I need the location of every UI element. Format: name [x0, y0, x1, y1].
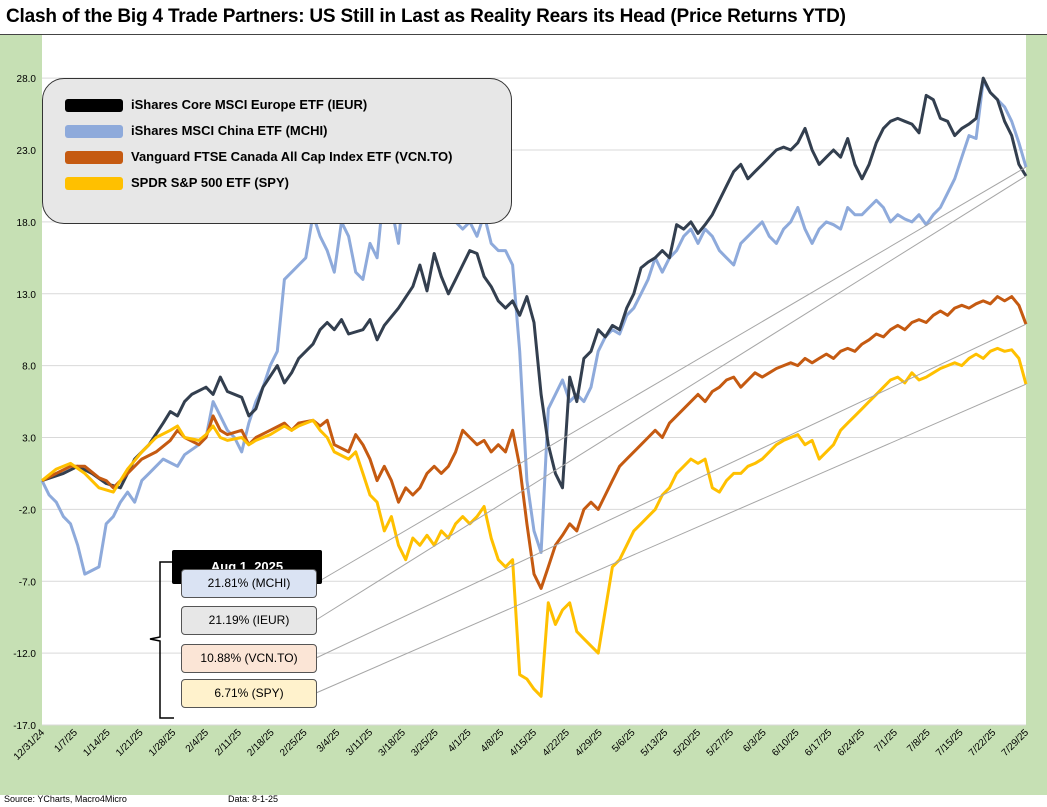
chart-frame: 28.0 23.0 18.0 13.0 8.0 3.0 -2.0 -7.0 -12.0 -17.0… — [0, 35, 1047, 795]
legend-label: SPDR S&P 500 ETF (SPY) — [131, 175, 289, 190]
x-tick-label: 6/17/25 — [803, 727, 835, 759]
x-tick-label: 4/22/25 — [541, 727, 573, 759]
callout-bracket — [149, 561, 174, 719]
callout-value-box: 10.88% (VCN.TO) — [181, 644, 317, 673]
y-tick-label: -12.0 — [13, 649, 36, 660]
x-tick-label: 1/28/25 — [147, 727, 179, 759]
x-tick-label: 12/31/24 — [12, 727, 48, 763]
x-tick-label: 5/6/25 — [610, 727, 638, 755]
x-tick-label: 3/4/25 — [315, 727, 343, 755]
data-date-note: Data: 8-1-25 — [228, 794, 279, 804]
legend-swatch — [65, 99, 123, 112]
callout-leader-line — [315, 323, 1027, 659]
x-tick-label: 4/8/25 — [479, 727, 507, 755]
x-tick-label: 7/1/25 — [872, 727, 900, 755]
legend-swatch — [65, 125, 123, 138]
callout-leader-line — [315, 175, 1027, 621]
x-tick-label: 2/11/25 — [213, 727, 244, 758]
x-tick-label: 1/14/25 — [81, 727, 113, 759]
x-tick-label: 1/21/25 — [114, 727, 146, 759]
x-tick-label: 6/24/25 — [836, 727, 868, 759]
y-tick-label: 23.0 — [17, 146, 37, 157]
x-tick-label: 5/27/25 — [705, 727, 737, 759]
x-tick-label: 4/29/25 — [573, 727, 605, 759]
y-tick-label: -7.0 — [19, 577, 37, 588]
x-tick-label: 7/15/25 — [934, 727, 966, 759]
chart-title: Clash of the Big 4 Trade Partners: US St… — [6, 6, 846, 27]
x-tick-label: 3/18/25 — [377, 727, 409, 759]
legend: iShares Core MSCI Europe ETF (IEUR) iShar… — [42, 78, 512, 224]
legend-label: iShares Core MSCI Europe ETF (IEUR) — [131, 97, 368, 112]
y-tick-label: 13.0 — [17, 290, 37, 301]
x-tick-label: 7/22/25 — [967, 727, 999, 759]
callout-value-box: 21.19% (IEUR) — [181, 606, 317, 635]
legend-swatch — [65, 151, 123, 164]
series-line-vcn — [41, 295, 1028, 590]
title-bar: Clash of the Big 4 Trade Partners: US St… — [0, 0, 1047, 35]
x-tick-label: 3/25/25 — [409, 727, 441, 759]
x-tick-label: 2/4/25 — [184, 727, 212, 755]
x-tick-label: 2/18/25 — [245, 727, 277, 759]
x-tick-label: 6/3/25 — [741, 727, 769, 755]
series-line-ieur — [41, 76, 1028, 490]
x-tick-label: 6/10/25 — [770, 727, 802, 759]
y-tick-label: 3.0 — [22, 434, 36, 445]
x-tick-label: 2/25/25 — [278, 727, 310, 759]
y-tick-label: -17.0 — [13, 721, 36, 732]
legend-label: iShares MSCI China ETF (MCHI) — [131, 123, 328, 138]
source-note: Source: YCharts, Macro4Micro — [4, 794, 127, 804]
legend-swatch — [65, 177, 123, 190]
x-tick-label: 4/15/25 — [508, 727, 540, 759]
x-tick-label: 5/13/25 — [639, 727, 671, 759]
series-line-spy — [41, 346, 1028, 698]
callout-leader-line — [315, 166, 1027, 584]
x-tick-label: 3/11/25 — [344, 727, 375, 758]
y-tick-label: 28.0 — [17, 74, 37, 85]
x-tick-label: 5/20/25 — [672, 727, 704, 759]
y-tick-label: 8.0 — [22, 362, 36, 373]
y-tick-label: 18.0 — [17, 218, 37, 229]
x-tick-label: 7/29/25 — [1000, 727, 1032, 759]
x-tick-label: 1/7/25 — [52, 727, 80, 755]
x-tick-label: 7/8/25 — [905, 727, 933, 755]
y-tick-label: -2.0 — [19, 505, 37, 516]
legend-label: Vanguard FTSE Canada All Cap Index ETF (… — [131, 149, 453, 164]
callout-value-box: 6.71% (SPY) — [181, 679, 317, 708]
callout-leader-line — [315, 383, 1027, 694]
callout-value-box: 21.81% (MCHI) — [181, 569, 317, 598]
x-tick-label: 4/1/25 — [446, 727, 474, 755]
